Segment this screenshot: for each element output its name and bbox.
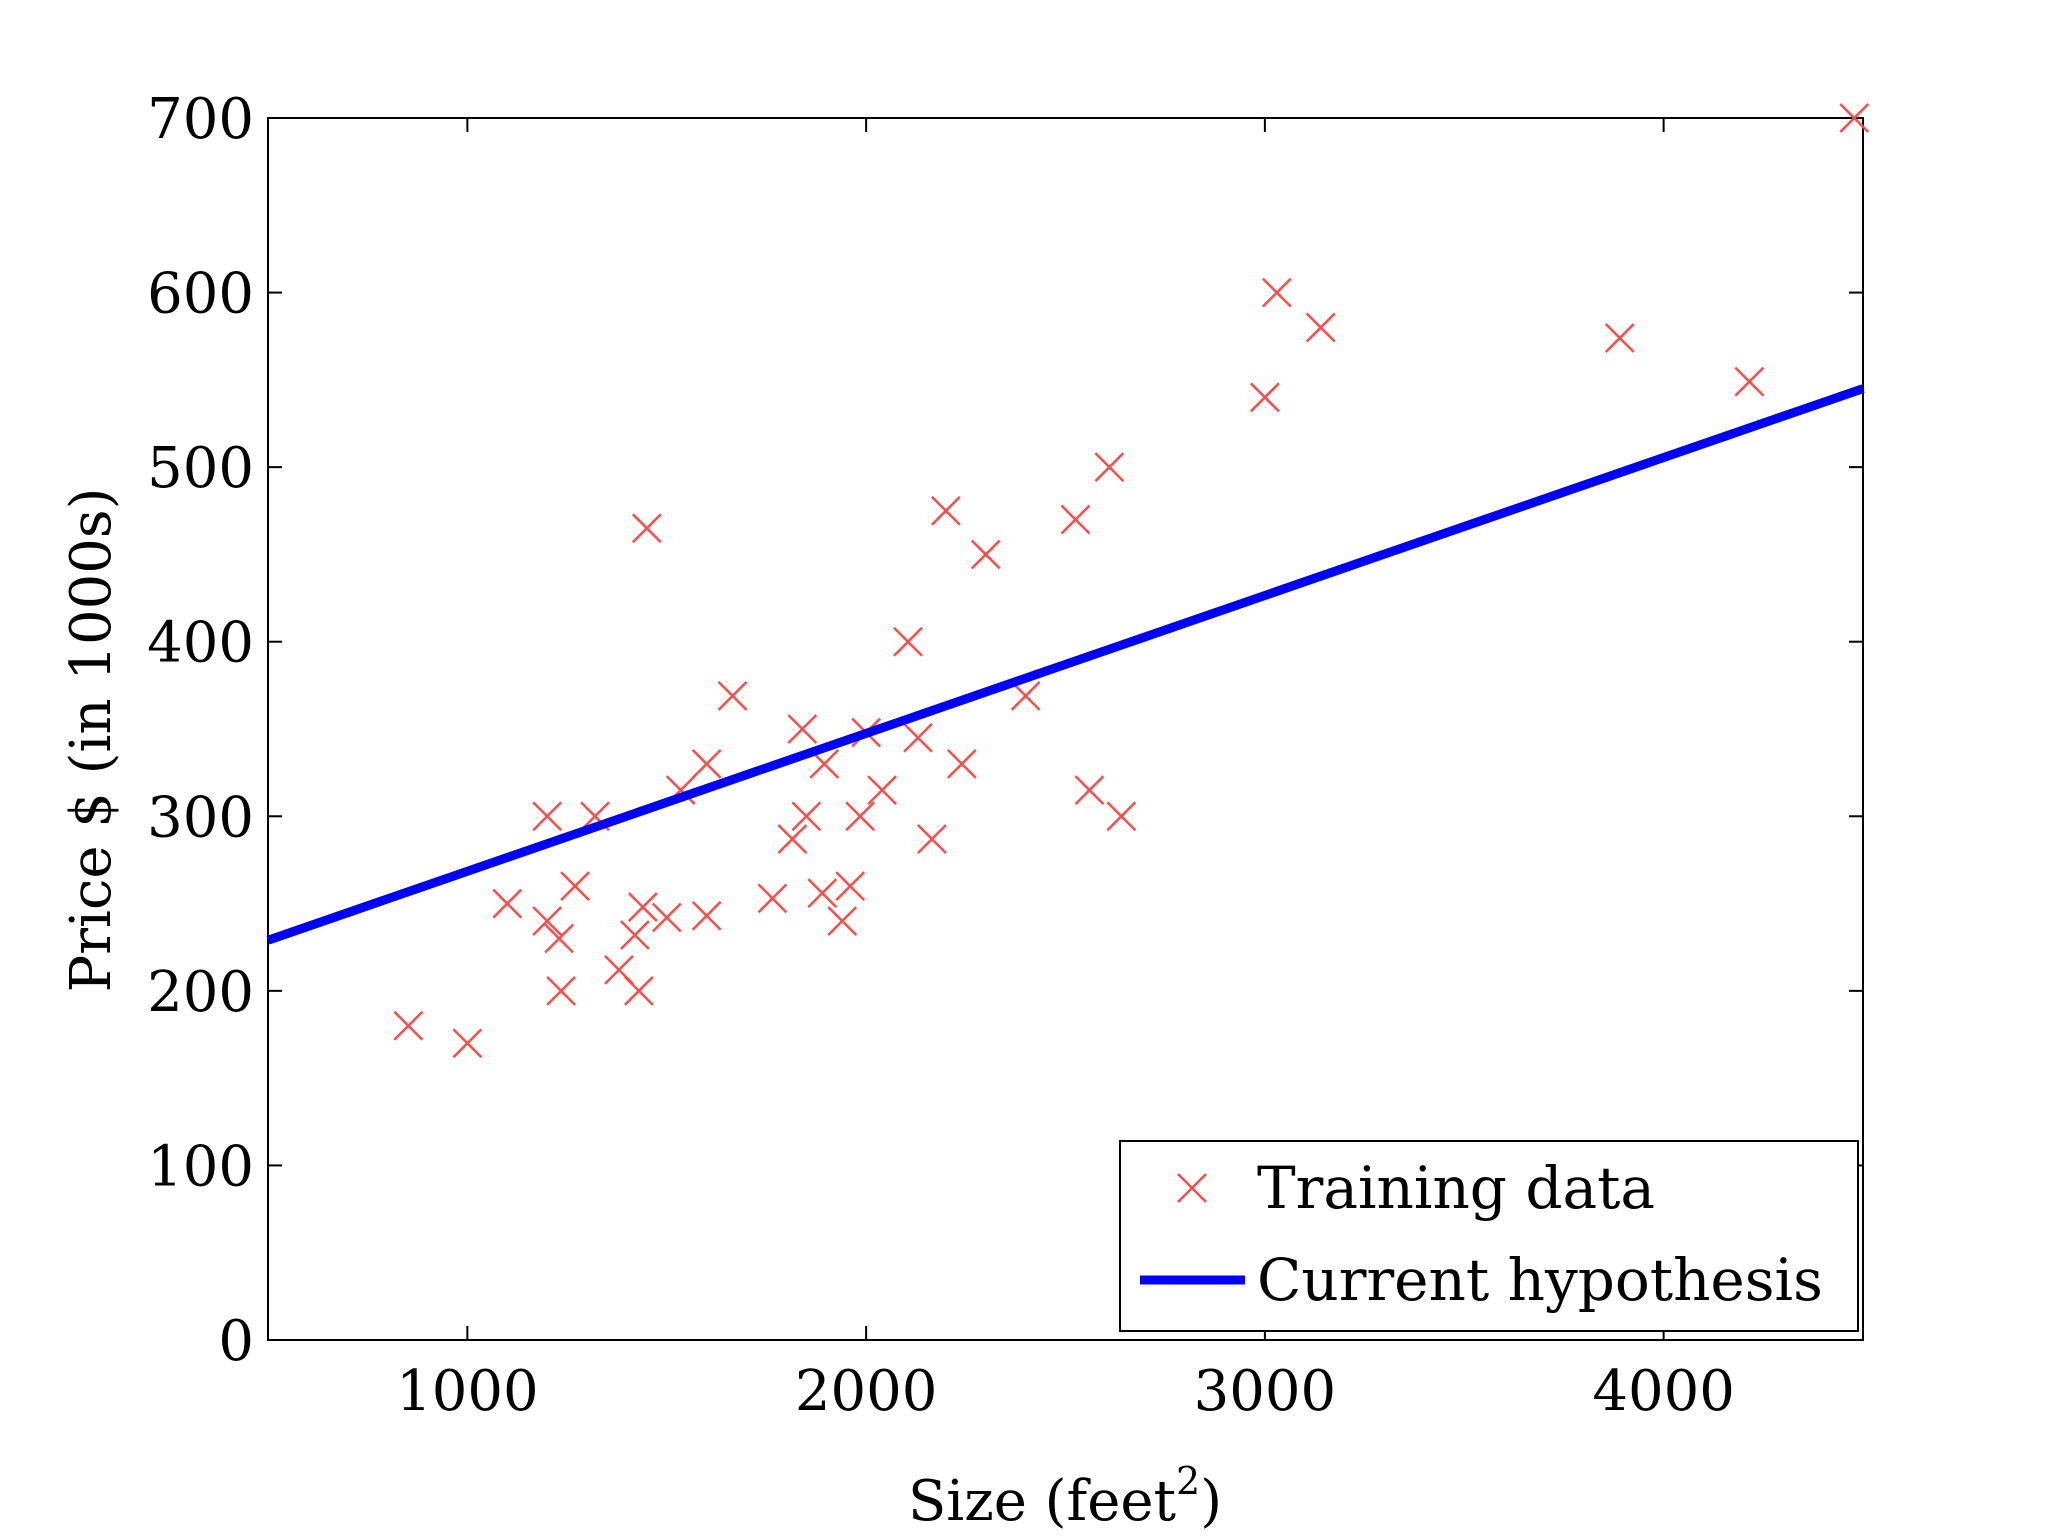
x-axis-label: Size (feet2): [908, 1459, 1222, 1534]
training-data-point: [970, 539, 1001, 570]
training-data-point: [546, 975, 576, 1006]
training-data-point: [623, 975, 654, 1006]
training-data-point: [917, 824, 947, 854]
training-data-point: [1261, 277, 1292, 308]
training-data-point: [1094, 452, 1125, 483]
y-tick-label: 600: [147, 262, 254, 327]
x-tick-label: 1000: [396, 1359, 539, 1424]
training-data-point: [691, 749, 722, 779]
training-data-point: [651, 902, 682, 933]
x-tick-label: 4000: [1592, 1359, 1735, 1424]
y-tick-label: 400: [147, 611, 254, 676]
training-data-point: [867, 775, 897, 805]
y-tick-label: 500: [147, 436, 254, 501]
legend-label-current-hypothesis: Current hypothesis: [1257, 1246, 1823, 1314]
training-data-point: [1060, 504, 1091, 535]
data-layer: [266, 103, 1870, 1059]
y-tick-label: 300: [147, 785, 254, 850]
y-tick-label: 700: [147, 87, 254, 152]
training-data-point: [1106, 801, 1137, 832]
training-data-point: [691, 900, 722, 931]
legend-x-marker: [1177, 1173, 1207, 1203]
training-data-point: [532, 906, 563, 936]
legend-label-training-data: Training data: [1257, 1154, 1655, 1222]
training-data-point: [903, 722, 933, 753]
training-data-point: [1249, 382, 1280, 413]
training-data-point: [717, 680, 748, 711]
training-data-point: [835, 871, 866, 901]
training-data-point: [787, 714, 818, 744]
plot-area: [267, 117, 1864, 1341]
training-data-point: [827, 906, 858, 936]
current-hypothesis-line: [266, 384, 1865, 945]
training-data-point: [560, 871, 590, 901]
y-tick-label: 0: [218, 1309, 254, 1374]
training-data-point: [946, 749, 977, 779]
training-data-point: [532, 801, 563, 832]
training-data-point: [544, 923, 574, 954]
plot-frame: [267, 117, 1864, 1341]
y-tick-label: 100: [147, 1134, 254, 1199]
x-tick-label: 3000: [1194, 1359, 1337, 1424]
training-data-point: [631, 513, 662, 544]
training-data-point: [893, 626, 923, 657]
training-data-point: [452, 1028, 483, 1059]
x-axis-label-text: Size (feet: [908, 1469, 1177, 1534]
training-data-point: [1074, 775, 1105, 805]
x-tick-label: 2000: [795, 1359, 938, 1424]
training-data-point: [845, 801, 876, 832]
x-axis-label-superscript: 2: [1176, 1459, 1200, 1503]
y-tick-label: 200: [147, 960, 254, 1025]
training-data-point: [1010, 680, 1041, 711]
legend-marker-training-data: [1177, 1173, 1207, 1203]
training-data-point: [791, 801, 822, 832]
training-data-point: [619, 920, 650, 950]
legend-box: [1119, 1140, 1859, 1332]
training-data-point: [1604, 323, 1635, 353]
axis-ticks: 1000 2000 3000 4000 0 100 200 300 400 500 600 700: [147, 87, 1863, 1424]
training-data-point: [777, 824, 808, 854]
training-data-point: [393, 1010, 424, 1041]
training-data-point: [627, 892, 658, 922]
training-data-point: [1734, 366, 1765, 397]
training-data-point: [807, 878, 838, 908]
training-data-point: [1305, 312, 1336, 343]
training-data-point: [930, 495, 961, 526]
legend: Training data Current hypothesis: [1119, 1140, 1859, 1332]
training-data-point: [757, 883, 788, 914]
training-data-point: [492, 888, 523, 919]
training-data-point: [1839, 103, 1870, 133]
x-axis-label-end: ): [1200, 1469, 1222, 1534]
y-axis-label: Price $ (in 1000s): [59, 488, 124, 993]
